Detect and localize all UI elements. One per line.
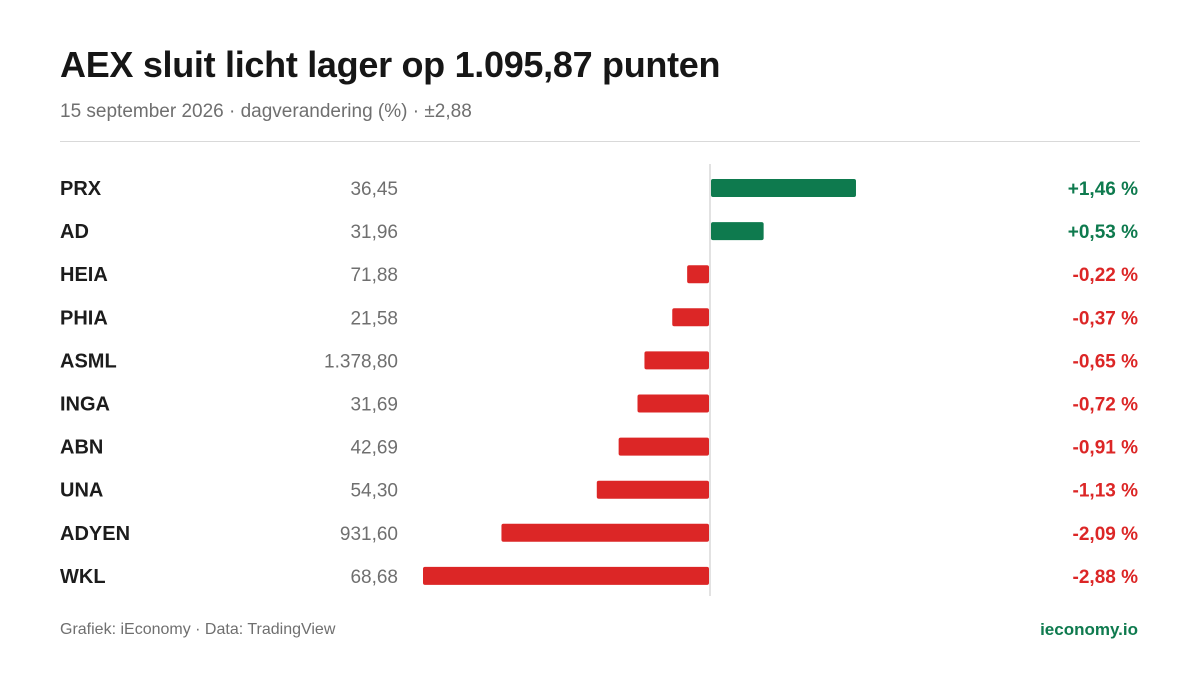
price-label: 31,69: [350, 395, 398, 416]
change-value-label: +1,46 %: [1068, 179, 1138, 200]
price-label: 54,30: [350, 481, 398, 502]
ticker-label: UNA: [60, 480, 103, 502]
ticker-label: ADYEN: [60, 523, 130, 545]
change-bar: [711, 222, 764, 241]
change-bar: [423, 566, 709, 585]
change-bar: [687, 265, 709, 284]
change-value-label: -0,65 %: [1073, 351, 1139, 372]
change-bar: [618, 437, 709, 456]
ticker-label: PHIA: [60, 307, 108, 329]
price-label: 42,69: [350, 438, 398, 459]
ticker-label: WKL: [60, 566, 106, 588]
ticker-label: ABN: [60, 437, 103, 459]
ticker-label: INGA: [60, 394, 110, 416]
brand-link[interactable]: ieconomy.io: [1040, 620, 1138, 639]
ticker-label: ASML: [60, 350, 117, 372]
ticker-label: HEIA: [60, 264, 108, 286]
price-label: 31,96: [350, 222, 398, 243]
change-bar: [596, 480, 709, 499]
change-value-label: -2,88 %: [1073, 567, 1139, 588]
change-value-label: -2,09 %: [1073, 524, 1139, 545]
change-bar: [637, 394, 709, 413]
ticker-label: PRX: [60, 178, 102, 200]
chart-subtitle: 15 september 2026 · dagverandering (%) ·…: [60, 101, 472, 122]
change-bar: [672, 308, 709, 327]
change-bar: [644, 351, 709, 370]
source-credit: Grafiek: iEconomy · Data: TradingView: [60, 621, 336, 638]
change-value-label: -0,72 %: [1073, 395, 1139, 416]
change-value-label: -0,37 %: [1073, 308, 1139, 329]
change-value-label: -0,91 %: [1073, 438, 1139, 459]
price-label: 36,45: [350, 179, 398, 200]
ticker-label: AD: [60, 221, 89, 243]
change-bar: [711, 179, 856, 197]
change-bar: [501, 523, 709, 542]
change-value-label: +0,53 %: [1068, 222, 1138, 243]
chart-title: AEX sluit licht lager op 1.095,87 punten: [60, 44, 721, 85]
change-value-label: -1,13 %: [1073, 481, 1139, 502]
price-label: 68,68: [350, 567, 398, 588]
price-label: 71,88: [350, 265, 398, 286]
price-label: 931,60: [340, 524, 398, 545]
change-value-label: -0,22 %: [1073, 265, 1139, 286]
header-divider: [60, 141, 1140, 142]
price-label: 21,58: [350, 308, 398, 329]
price-label: 1.378,80: [324, 351, 398, 372]
